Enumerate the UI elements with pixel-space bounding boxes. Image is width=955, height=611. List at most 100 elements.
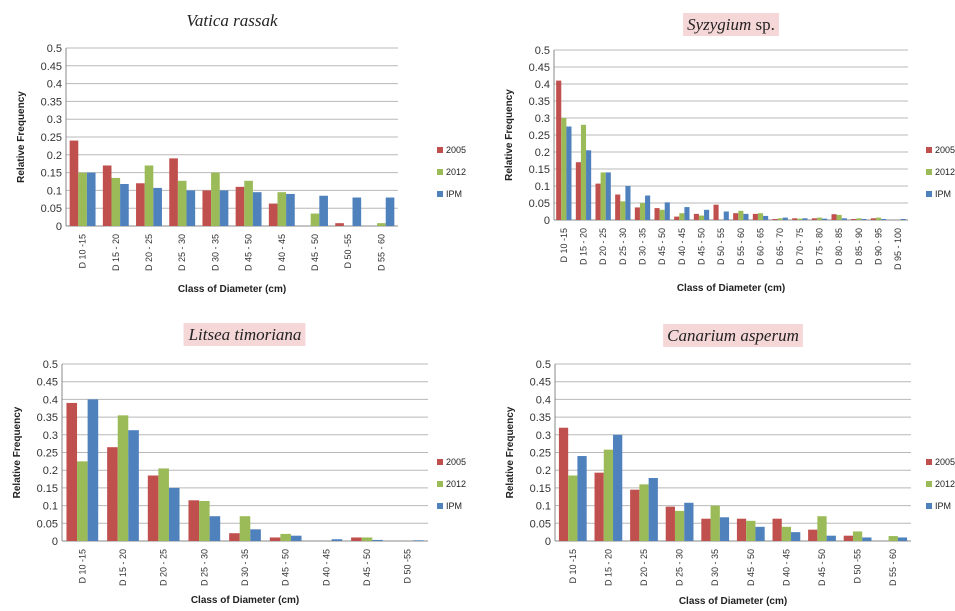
bar-2012 <box>852 531 863 541</box>
bar-IPM <box>723 211 729 220</box>
x-tick-label: D 30 - 35 <box>240 549 250 586</box>
x-tick-label: D 25 - 30 <box>177 234 187 271</box>
bar-2012 <box>361 537 373 541</box>
y-tick-label: 0 <box>545 536 551 548</box>
bar-2012 <box>698 215 705 220</box>
bar-2012 <box>78 172 87 226</box>
y-axis-label: Relative Frequency <box>504 89 515 181</box>
bar-2005 <box>235 186 245 226</box>
bar-IPM <box>648 477 658 541</box>
bar-IPM <box>862 537 872 541</box>
bar-IPM <box>841 218 847 220</box>
x-axis-label: Class of Diameter (cm) <box>677 283 785 294</box>
bar-2005 <box>202 190 212 226</box>
bar-IPM <box>290 535 302 541</box>
bar-2012 <box>674 510 685 541</box>
y-tick-label: 0.45 <box>529 62 550 74</box>
y-tick-label: 0.25 <box>530 448 551 460</box>
bar-2012 <box>781 526 792 541</box>
y-tick-label: 0 <box>544 215 550 227</box>
bar-2005 <box>136 183 145 226</box>
bar-2012 <box>639 203 646 220</box>
bar-2005 <box>654 208 660 220</box>
bar-IPM <box>209 516 221 541</box>
bar-2012 <box>199 500 210 541</box>
chart-title-italic: Syzygium <box>687 15 751 34</box>
bar-2005 <box>351 537 362 541</box>
x-tick-label: D 50 - 55 <box>716 228 726 265</box>
bar-IPM <box>168 487 180 541</box>
x-tick-label: D 45 - 50 <box>281 549 291 586</box>
y-tick-label: 0.2 <box>47 150 62 162</box>
bar-2005 <box>831 214 837 220</box>
y-axis-label: Relative Frequency <box>12 406 23 498</box>
bar-2012 <box>158 468 169 541</box>
bar-2005 <box>630 489 640 541</box>
legend-label: 2012 <box>446 167 466 177</box>
x-tick-label: D 10 -15 <box>78 234 88 269</box>
bar-2012 <box>659 209 665 220</box>
chart-title-plain: sp. <box>751 15 775 34</box>
bar-2012 <box>177 180 187 226</box>
x-tick-label: D 45 - 50 <box>746 549 756 586</box>
y-tick-label: 0.1 <box>536 501 551 513</box>
bar-2005 <box>169 158 178 226</box>
x-tick-label: D 20 - 25 <box>639 549 649 586</box>
x-tick-label: D 50 -55 <box>853 549 863 584</box>
bar-2005 <box>811 218 817 220</box>
bar-2005 <box>772 518 782 541</box>
x-tick-label: D 30 - 35 <box>710 549 720 586</box>
chart-title-highlight <box>183 323 306 346</box>
x-tick-label: D 55 - 60 <box>888 549 898 586</box>
y-tick-label: 0.45 <box>530 377 551 389</box>
bar-2012 <box>856 218 862 220</box>
bar-2012 <box>710 505 720 541</box>
legend: 2005 2012 IPM <box>437 145 466 199</box>
bar-2012 <box>816 217 823 220</box>
bar-2005 <box>594 472 604 541</box>
y-tick-label: 0.15 <box>37 483 58 495</box>
bar-2005 <box>693 213 699 220</box>
x-tick-label: D 60 - 65 <box>756 228 766 265</box>
bar-IPM <box>900 218 906 220</box>
x-tick-label: D 75 - 80 <box>815 228 825 265</box>
bar-2012 <box>746 520 756 541</box>
x-axis-label: Class of Diameter (cm) <box>178 284 286 295</box>
legend-swatch <box>437 481 443 487</box>
chart-title-highlight <box>683 13 779 36</box>
y-tick-label: 0.35 <box>530 412 551 424</box>
y-tick-label: 0.05 <box>37 518 58 530</box>
legend-label: 2012 <box>935 167 955 177</box>
x-tick-label: D 15 - 20 <box>111 234 121 271</box>
y-tick-label: 0.45 <box>37 377 58 389</box>
y-tick-label: 0.25 <box>529 130 550 142</box>
x-tick-label: D 80 - 85 <box>834 228 844 265</box>
bar-2012 <box>757 213 764 220</box>
bar-2005 <box>102 165 112 226</box>
x-tick-label: D 25 - 30 <box>675 549 685 586</box>
x-tick-label: D 95 - 100 <box>893 228 903 270</box>
bar-IPM <box>319 195 328 226</box>
y-tick-label: 0.35 <box>37 412 58 424</box>
bar-IPM <box>331 539 343 541</box>
legend-label: IPM <box>446 501 462 511</box>
y-tick-label: 0.5 <box>47 43 62 55</box>
x-tick-label: D 25 - 30 <box>199 549 209 586</box>
legend-label: 2012 <box>935 479 955 489</box>
legend-swatch <box>437 147 443 153</box>
bar-IPM <box>250 529 261 541</box>
bar-2005 <box>733 213 739 220</box>
bar-2005 <box>713 204 719 220</box>
bar-IPM <box>286 193 295 226</box>
legend-label: 2005 <box>446 145 466 155</box>
bar-2012 <box>377 223 386 226</box>
x-tick-label: D 10 -15 <box>77 549 87 584</box>
x-tick-label: D 20 - 25 <box>159 549 169 586</box>
legend-swatch <box>926 147 932 153</box>
legend-label: IPM <box>446 189 462 199</box>
bar-2005 <box>870 218 876 220</box>
bar-2012 <box>679 213 685 220</box>
bar-IPM <box>120 183 129 226</box>
y-tick-label: 0.1 <box>43 501 58 513</box>
